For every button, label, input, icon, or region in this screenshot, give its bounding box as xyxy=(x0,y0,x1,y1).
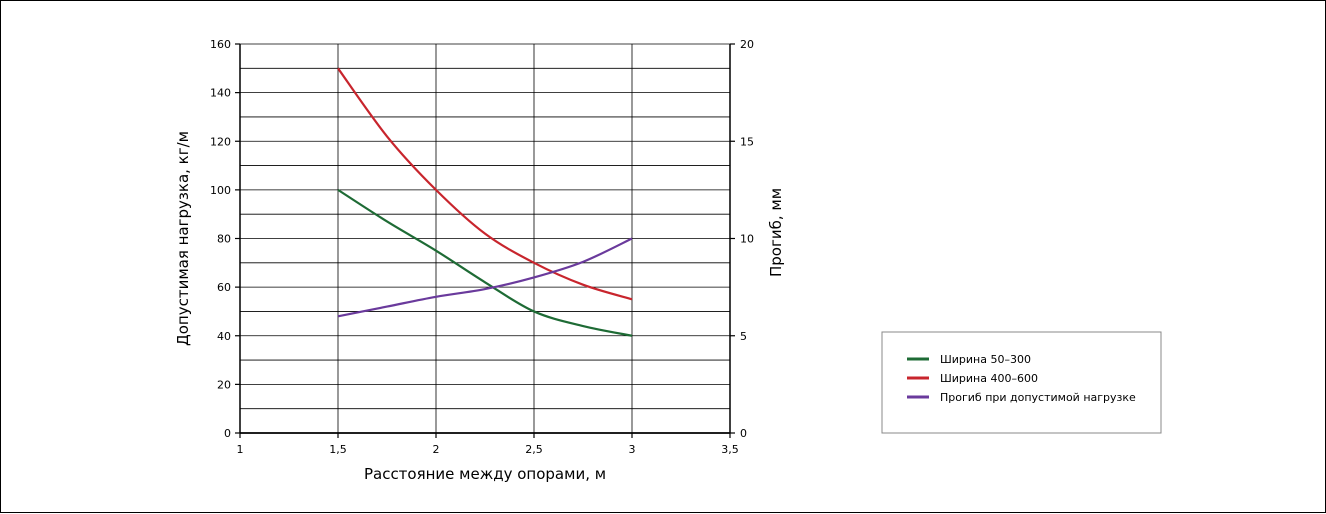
y-left-axis-title: Допустимая нагрузка, кг/м xyxy=(174,131,192,346)
y-left-tick-label: 40 xyxy=(217,330,231,343)
y-left-tick-label: 100 xyxy=(210,184,231,197)
y-right-tick-label: 0 xyxy=(740,427,747,440)
legend-label: Прогиб при допустимой нагрузке xyxy=(940,391,1136,404)
y-left-tick-label: 60 xyxy=(217,281,231,294)
y-left-tick-label: 140 xyxy=(210,87,231,100)
y-right-tick-label: 15 xyxy=(740,135,754,148)
x-tick-label: 1 xyxy=(237,443,244,456)
legend: Ширина 50–300 Ширина 400–600 Прогиб при до… xyxy=(881,331,1162,434)
y-left-tick-label: 80 xyxy=(217,233,231,246)
x-axis-title: Расстояние между опорами, м xyxy=(364,465,606,483)
x-tick-label: 2 xyxy=(433,443,440,456)
x-tick-label: 3,5 xyxy=(721,443,739,456)
ticks: 1 1,5 2 2,5 3 3,50204060801001201401600510152… xyxy=(210,38,754,456)
series-line-1 xyxy=(337,188,633,337)
x-tick-label: 3 xyxy=(629,443,636,456)
y-right-axis-title: Прогиб, мм xyxy=(767,188,785,277)
series-line-3 xyxy=(337,237,633,318)
series-line-2 xyxy=(337,67,633,301)
y-left-tick-label: 120 xyxy=(210,135,231,148)
series-lines xyxy=(337,67,633,337)
x-tick-label: 2,5 xyxy=(525,443,543,456)
y-right-tick-label: 10 xyxy=(740,233,754,246)
grid xyxy=(240,43,730,433)
y-right-tick-label: 5 xyxy=(740,330,747,343)
y-right-tick-label: 20 xyxy=(740,38,754,51)
legend-label: Ширина 50–300 xyxy=(940,353,1031,366)
y-left-tick-label: 160 xyxy=(210,38,231,51)
y-left-tick-label: 0 xyxy=(224,427,231,440)
y-left-tick-label: 20 xyxy=(217,378,231,391)
x-tick-label: 1,5 xyxy=(329,443,347,456)
legend-label: Ширина 400–600 xyxy=(940,372,1038,385)
legend-box xyxy=(881,331,1162,434)
